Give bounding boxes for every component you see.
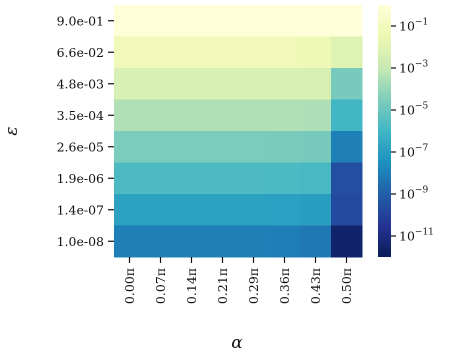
colorbar-tick-label: 10−11	[399, 228, 434, 244]
heatmap-cell	[114, 36, 146, 69]
heatmap-cell	[207, 36, 239, 69]
colorbar-tick-label: 10−7	[399, 144, 428, 160]
heatmap-cell	[269, 5, 301, 37]
heatmap-cell	[176, 225, 208, 258]
heatmap-cell	[238, 99, 270, 132]
heatmap-cell	[238, 131, 270, 163]
y-tick-label: 1.9e-06	[57, 171, 104, 186]
y-axis-label: ε	[2, 126, 22, 135]
heatmap-cell	[145, 99, 177, 132]
y-axis-ticks: 9.0e-01 6.6e-02 4.8e-03 3.5e-04 2.6e-05 1.9e-…	[57, 13, 114, 249]
heatmap-cell	[176, 99, 208, 132]
heatmap-cell	[207, 162, 239, 195]
heatmap-cell	[269, 36, 301, 69]
heatmap-cell	[300, 5, 332, 37]
heatmap-cell	[238, 162, 270, 195]
heatmap-cell	[114, 99, 146, 132]
heatmap-cell	[269, 68, 301, 100]
heatmap-cells	[114, 5, 363, 258]
heatmap-cell	[176, 131, 208, 163]
colorbar-tick-label: 10−9	[399, 186, 428, 202]
heatmap-cell	[269, 194, 301, 226]
heatmap-cell	[176, 5, 208, 37]
heatmap-cell	[300, 131, 332, 163]
heatmap-cell	[114, 68, 146, 100]
colorbar-ticks: 10−1 10−3 10−5 10−7 10−9 10−11	[391, 18, 434, 244]
heatmap-cell	[145, 68, 177, 100]
heatmap-cell	[300, 99, 332, 132]
heatmap-cell	[114, 194, 146, 226]
heatmap-cell	[300, 68, 332, 100]
heatmap-cell	[331, 131, 363, 163]
heatmap-cell	[207, 99, 239, 132]
heatmap-cell	[114, 5, 146, 37]
heatmap-cell	[300, 225, 332, 258]
heatmap-cell	[331, 36, 363, 69]
heatmap-cell	[269, 131, 301, 163]
x-tick-label: 0.07π	[153, 268, 168, 304]
heatmap-cell	[269, 162, 301, 195]
heatmap-cell	[331, 99, 363, 132]
heatmap-cell	[269, 225, 301, 258]
x-tick-label: 0.43π	[308, 268, 323, 304]
heatmap-cell	[238, 225, 270, 258]
heatmap-cell	[145, 5, 177, 37]
heatmap-cell	[176, 162, 208, 195]
heatmap-cell	[114, 225, 146, 258]
y-tick-label: 1.4e-07	[57, 202, 104, 217]
heatmap-cell	[207, 68, 239, 100]
x-axis-label: α	[231, 333, 243, 353]
heatmap-cell	[238, 68, 270, 100]
x-tick-label: 0.14π	[184, 268, 199, 304]
heatmap-cell	[331, 225, 363, 258]
heatmap-cell	[207, 5, 239, 37]
y-tick-label: 4.8e-03	[57, 76, 104, 91]
heatmap-cell	[238, 5, 270, 37]
colorbar	[378, 5, 391, 257]
heatmap-cell	[114, 131, 146, 163]
x-tick-label: 0.50π	[339, 268, 354, 304]
colorbar-tick-label: 10−5	[399, 102, 428, 118]
x-tick-label: 0.00π	[122, 268, 137, 304]
colorbar-tick-label: 10−3	[399, 60, 428, 76]
heatmap-cell	[331, 5, 363, 37]
heatmap-cell	[300, 162, 332, 195]
y-tick-label: 9.0e-01	[57, 13, 104, 28]
heatmap-cell	[331, 162, 363, 195]
heatmap-cell	[238, 194, 270, 226]
heatmap-cell	[176, 68, 208, 100]
heatmap-cell	[114, 162, 146, 195]
heatmap-cell	[145, 162, 177, 195]
heatmap-cell	[145, 36, 177, 69]
y-tick-label: 1.0e-08	[57, 234, 104, 249]
heatmap-cell	[207, 194, 239, 226]
heatmap-cell	[300, 36, 332, 69]
heatmap-cell	[145, 194, 177, 226]
heatmap-cell	[238, 36, 270, 69]
heatmap-cell	[331, 194, 363, 226]
y-tick-label: 2.6e-05	[57, 139, 104, 154]
heatmap-cell	[145, 225, 177, 258]
x-tick-label: 0.29π	[246, 268, 261, 304]
colorbar-tick-label: 10−1	[399, 18, 428, 34]
heatmap-cell	[207, 131, 239, 163]
y-tick-label: 6.6e-02	[57, 45, 104, 60]
y-tick-label: 3.5e-04	[57, 108, 104, 123]
heatmap-cell	[176, 194, 208, 226]
x-tick-label: 0.21π	[215, 268, 230, 304]
heatmap-cell	[300, 194, 332, 226]
heatmap-cell	[269, 99, 301, 132]
x-axis-ticks: 0.00π 0.07π 0.14π 0.21π 0.29π 0.36π 0.43π 0.50π	[122, 257, 354, 304]
heatmap-cell	[331, 68, 363, 100]
x-tick-label: 0.36π	[277, 268, 292, 304]
heatmap-cell	[207, 225, 239, 258]
heatmap-cell	[176, 36, 208, 69]
heatmap-cell	[145, 131, 177, 163]
